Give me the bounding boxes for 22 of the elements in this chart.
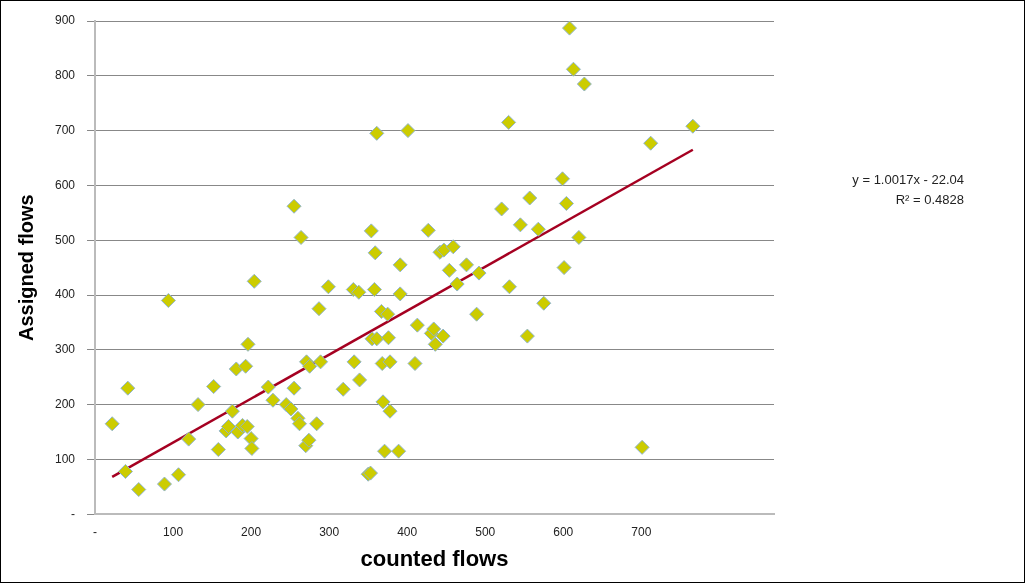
y-tick-label: 100	[54, 451, 76, 466]
text: R² = 0.4828	[895, 191, 964, 207]
x-tick-label: 500	[475, 524, 496, 539]
x-tick-label: -	[93, 524, 98, 539]
y-tick-label: 800	[54, 68, 76, 83]
x-tick-label: 100	[163, 524, 184, 539]
y-axis-title: Assigned flows	[14, 194, 37, 341]
y-tick-label: 700	[54, 122, 76, 137]
y-tick-label: 600	[54, 177, 76, 192]
x-axis-title: counted flows	[360, 545, 509, 571]
text: y = 1.0017x - 22.04	[852, 171, 964, 187]
y-tick-label: 500	[54, 232, 76, 247]
x-tick-label: 700	[631, 524, 652, 539]
x-tick-label: 300	[319, 524, 340, 539]
y-tick-label: 200	[54, 396, 76, 411]
x-tick-label: 200	[241, 524, 262, 539]
x-tick-label: 600	[553, 524, 574, 539]
y-tick-label: 400	[54, 287, 76, 302]
y-tick-label: -	[71, 506, 76, 521]
y-tick-label: 300	[54, 342, 76, 357]
x-tick-label: 400	[397, 524, 418, 539]
y-tick-label: 900	[54, 13, 76, 28]
